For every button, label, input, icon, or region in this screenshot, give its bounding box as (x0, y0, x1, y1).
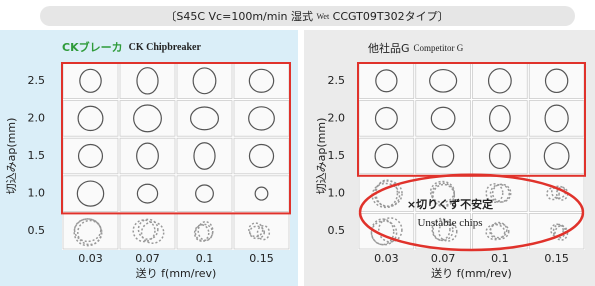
cell (359, 63, 414, 99)
x-tick-label: 0.15 (544, 252, 569, 265)
cell (120, 176, 175, 212)
y-tick-label: 0.5 (328, 224, 346, 237)
y-tick-label: 1.5 (328, 149, 346, 162)
cell (234, 63, 289, 99)
x-tick-label: 0.1 (196, 252, 214, 265)
title: 〔S45C Vc=100m/min 湿式 Wet CCGT09T302タイプ〕 (165, 10, 448, 23)
title-wet: Wet (316, 12, 329, 21)
y-tick-label: 0.5 (28, 224, 46, 237)
cell (529, 63, 584, 99)
y-axis-label: 切込みap(mm) (315, 118, 328, 195)
cell (63, 138, 118, 174)
y-tick-label: 2.5 (328, 74, 346, 87)
cell (359, 138, 414, 174)
y-tick-label: 2.0 (328, 111, 346, 124)
annotation-title: ×切りくず不安定 (407, 197, 493, 211)
x-tick-label: 0.03 (374, 252, 399, 265)
panel-title-main: 他社品G (368, 41, 410, 55)
x-tick-label: 0.07 (135, 252, 160, 265)
panel-title: CKブレーカ CK Chipbreaker (62, 40, 201, 54)
panel-subtitle: Competitor G (414, 43, 464, 53)
page: 〔S45C Vc=100m/min 湿式 Wet CCGT09T302タイプ〕 … (0, 0, 595, 286)
cell (120, 63, 175, 99)
title-suffix: CCGT09T302タイプ〕 (333, 10, 449, 23)
panel-title: 他社品G Competitor G (368, 41, 464, 55)
panel-title-main: CKブレーカ (62, 40, 123, 54)
cell (234, 213, 289, 249)
y-tick-label: 1.0 (28, 187, 46, 200)
cell (359, 101, 414, 137)
cell (416, 138, 471, 174)
x-tick-label: 0.15 (249, 252, 274, 265)
cell (416, 63, 471, 99)
x-axis-label: 送り f(mm/rev) (136, 266, 217, 280)
x-tick-label: 0.1 (491, 252, 509, 265)
cell (120, 101, 175, 137)
cell (177, 213, 232, 249)
cell (234, 101, 289, 137)
y-axis-label: 切込みap(mm) (5, 118, 18, 195)
cell (234, 176, 289, 212)
cell (416, 101, 471, 137)
x-axis-label: 送り f(mm/rev) (431, 266, 512, 280)
x-tick-label: 0.03 (78, 252, 103, 265)
panel-subtitle: CK Chipbreaker (129, 42, 202, 53)
y-tick-label: 2.0 (28, 111, 46, 124)
y-tick-label: 2.5 (28, 74, 46, 87)
y-tick-label: 1.5 (28, 149, 46, 162)
x-tick-label: 0.07 (431, 252, 456, 265)
cell (177, 176, 232, 212)
cell (177, 101, 232, 137)
cell (529, 138, 584, 174)
y-tick-label: 1.0 (328, 187, 346, 200)
cell (234, 138, 289, 174)
annotation-subtitle: Unstable chips (417, 217, 482, 229)
cell (63, 63, 118, 99)
cell (529, 101, 584, 137)
title-prefix: 〔S45C Vc=100m/min 湿式 (165, 10, 313, 23)
figure: 〔S45C Vc=100m/min 湿式 Wet CCGT09T302タイプ〕 … (0, 0, 595, 286)
cell (177, 138, 232, 174)
